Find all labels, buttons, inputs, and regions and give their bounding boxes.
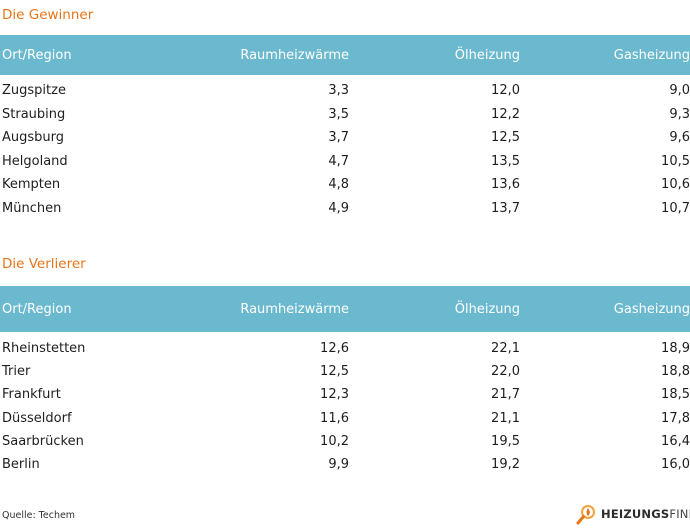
cell-gas-heating: 16,4 xyxy=(661,433,690,449)
cell-room-heat: 4,8 xyxy=(328,177,349,193)
cell-room-heat: 4,9 xyxy=(328,201,349,216)
cell-room-heat: 3,7 xyxy=(328,130,349,146)
header-oil-heating: Ölheizung xyxy=(454,48,520,63)
cell-oil-heating: 19,5 xyxy=(491,433,520,449)
cell-region: Düsseldorf xyxy=(2,410,72,426)
cell-region: Helgoland xyxy=(2,153,68,169)
cell-oil-heating: 21,7 xyxy=(491,387,520,403)
cell-gas-heating: 18,5 xyxy=(661,387,690,403)
header-oil-heating: Ölheizung xyxy=(454,302,520,317)
header-room-heat: Raumheizwärme xyxy=(240,302,349,317)
cell-oil-heating: 13,6 xyxy=(491,177,520,193)
cell-gas-heating: 9,0 xyxy=(669,83,690,98)
losers-table-header: Ort/Region Raumheizwärme Ölheizung Gashe… xyxy=(0,286,690,332)
cell-region: Kempten xyxy=(2,177,61,193)
cell-gas-heating: 17,8 xyxy=(661,410,690,426)
logo-text-bold: HEIZUNGS xyxy=(601,507,670,521)
header-gas-heating: Gasheizung xyxy=(613,48,690,63)
losers-title: Die Verlierer xyxy=(2,256,86,272)
table-row: Saarbrücken 10,2 19,5 16,4 xyxy=(0,430,690,454)
header-gas-heating: Gasheizung xyxy=(613,302,690,317)
cell-oil-heating: 22,1 xyxy=(491,341,520,356)
winners-title: Die Gewinner xyxy=(2,7,94,23)
cell-gas-heating: 10,5 xyxy=(661,153,690,169)
cell-region: Berlin xyxy=(2,457,40,472)
table-row: Frankfurt 12,3 21,7 18,5 xyxy=(0,383,690,407)
cell-oil-heating: 19,2 xyxy=(491,457,520,472)
winners-table-header: Ort/Region Raumheizwärme Ölheizung Gashe… xyxy=(0,35,690,75)
table-row: Trier 12,5 22,0 18,8 xyxy=(0,360,690,384)
cell-oil-heating: 22,0 xyxy=(491,364,520,380)
cell-gas-heating: 10,6 xyxy=(661,177,690,193)
header-region: Ort/Region xyxy=(2,48,72,63)
cell-region: München xyxy=(2,201,62,216)
cell-gas-heating: 16,0 xyxy=(661,457,690,472)
cell-region: Augsburg xyxy=(2,130,65,146)
table-row: Augsburg 3,7 12,5 9,6 xyxy=(0,126,690,150)
magnifier-flame-icon xyxy=(576,503,598,525)
cell-room-heat: 9,9 xyxy=(328,457,349,472)
cell-room-heat: 3,5 xyxy=(328,106,349,122)
table-row: Zugspitze 3,3 12,0 9,0 xyxy=(0,79,690,103)
cell-room-heat: 4,7 xyxy=(328,153,349,169)
cell-region: Frankfurt xyxy=(2,387,61,403)
table-row: München 4,9 13,7 10,7 xyxy=(0,197,690,221)
cell-room-heat: 12,3 xyxy=(320,387,349,403)
cell-oil-heating: 12,2 xyxy=(491,106,520,122)
table-row: Berlin 9,9 19,2 16,0 xyxy=(0,453,690,477)
cell-oil-heating: 13,7 xyxy=(491,201,520,216)
table-row: Düsseldorf 11,6 21,1 17,8 xyxy=(0,407,690,431)
heizungsfinder-logo: HEIZUNGSFINDER xyxy=(576,501,690,527)
cell-oil-heating: 13,5 xyxy=(491,153,520,169)
cell-room-heat: 12,6 xyxy=(320,341,349,356)
cell-region: Saarbrücken xyxy=(2,433,84,449)
table-row: Rheinstetten 12,6 22,1 18,9 xyxy=(0,337,690,361)
table-row: Kempten 4,8 13,6 10,6 xyxy=(0,173,690,197)
logo-text-light: FINDER xyxy=(669,507,690,521)
table-row: Helgoland 4,7 13,5 10,5 xyxy=(0,150,690,174)
cell-gas-heating: 9,6 xyxy=(669,130,690,146)
cell-room-heat: 3,3 xyxy=(328,83,349,98)
cell-region: Trier xyxy=(2,364,31,380)
cell-gas-heating: 10,7 xyxy=(661,201,690,216)
cell-region: Straubing xyxy=(2,106,66,122)
header-region: Ort/Region xyxy=(2,302,72,317)
table-row: Straubing 3,5 12,2 9,3 xyxy=(0,103,690,127)
cell-gas-heating: 18,8 xyxy=(661,364,690,380)
cell-room-heat: 11,6 xyxy=(320,410,349,426)
cell-oil-heating: 12,0 xyxy=(491,83,520,98)
source-note: Quelle: Techem xyxy=(2,510,76,521)
cell-region: Rheinstetten xyxy=(2,341,86,356)
cell-oil-heating: 21,1 xyxy=(491,410,520,426)
cell-oil-heating: 12,5 xyxy=(491,130,520,146)
cell-gas-heating: 18,9 xyxy=(661,341,690,356)
cell-gas-heating: 9,3 xyxy=(669,106,690,122)
cell-room-heat: 12,5 xyxy=(320,364,349,380)
cell-room-heat: 10,2 xyxy=(320,433,349,449)
cell-region: Zugspitze xyxy=(2,83,66,98)
header-room-heat: Raumheizwärme xyxy=(240,48,349,63)
